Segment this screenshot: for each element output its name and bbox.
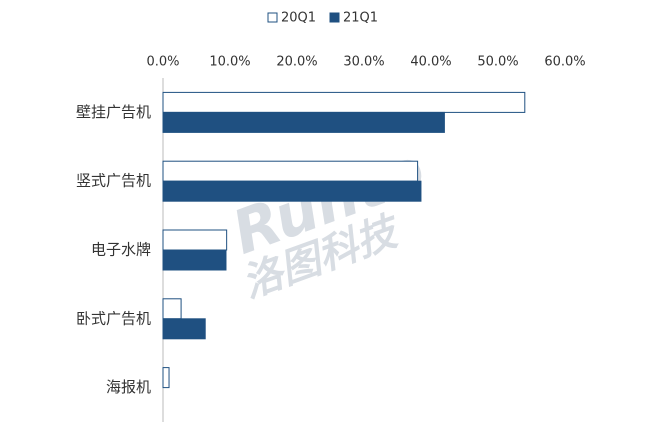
legend-swatch xyxy=(267,12,278,23)
x-tick-label: 0.0% xyxy=(146,55,179,70)
bar xyxy=(162,298,182,320)
y-tick-label: 海报机 xyxy=(106,378,151,396)
legend-label: 20Q1 xyxy=(281,11,316,26)
bar xyxy=(162,229,228,251)
bar xyxy=(162,367,170,389)
bar xyxy=(162,91,526,113)
legend-label: 21Q1 xyxy=(343,11,378,26)
y-tick-label: 壁挂广告机 xyxy=(76,103,151,121)
legend-swatch xyxy=(329,12,340,23)
bar xyxy=(162,249,227,271)
y-tick-label: 卧式广告机 xyxy=(76,309,151,327)
y-tick-label: 电子水牌 xyxy=(91,241,151,259)
x-tick-label: 20.0% xyxy=(276,55,317,70)
x-tick-label: 40.0% xyxy=(410,55,451,70)
x-tick-label: 50.0% xyxy=(477,55,518,70)
bar xyxy=(162,111,445,133)
y-tick-label: 竖式广告机 xyxy=(76,172,151,190)
bar xyxy=(162,180,422,202)
bar xyxy=(162,160,419,182)
bar xyxy=(162,318,206,340)
x-tick-label: 30.0% xyxy=(343,55,384,70)
x-tick-label: 60.0% xyxy=(544,55,585,70)
x-tick-label: 10.0% xyxy=(209,55,250,70)
